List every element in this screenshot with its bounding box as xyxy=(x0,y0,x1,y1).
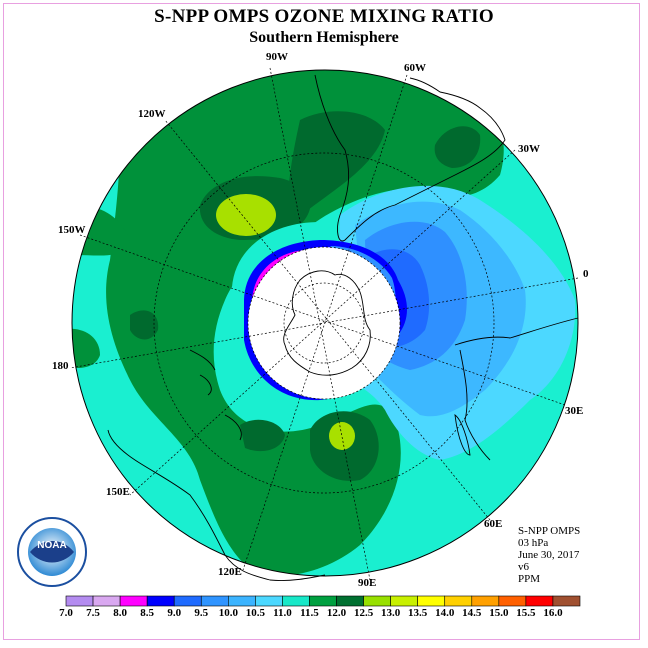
ozone-region-darkgreen-3 xyxy=(434,126,481,168)
lon-label-0: 0 xyxy=(583,268,589,280)
colorbar-swatch xyxy=(336,595,364,607)
lon-label-150w: 150W xyxy=(58,224,86,236)
noaa-logo: NOAA xyxy=(17,517,87,587)
colorbar-swatch xyxy=(228,595,256,607)
meridian-30e-150w xyxy=(79,234,566,406)
lon-label-150e: 150E xyxy=(106,486,130,498)
info-date: June 30, 2017 xyxy=(518,549,580,561)
coast-south-america xyxy=(314,74,506,242)
info-units: PPM xyxy=(518,573,541,585)
ozone-region-darkgreen-6 xyxy=(130,310,159,340)
colorbar-swatch xyxy=(525,595,554,607)
colorbar-tick-label: 10.0 xyxy=(218,607,238,619)
info-product: S-NPP OMPS xyxy=(518,525,581,537)
product-info: S-NPP OMPS 03 hPa June 30, 2017 v6 PPM xyxy=(518,525,580,585)
colorbar-swatch xyxy=(282,595,310,607)
colorbar-tick-label: 13.5 xyxy=(408,607,428,619)
colorbar-tick-label: 15.0 xyxy=(489,607,509,619)
colorbar-tick-label: 14.5 xyxy=(462,607,482,619)
lon-label-180: 180 xyxy=(52,360,69,372)
lon-label-60w: 60W xyxy=(404,62,426,74)
colorbar-tick-label: 16.0 xyxy=(543,607,563,619)
colorbar-swatch xyxy=(119,595,148,607)
colorbar-tick-label: 8.0 xyxy=(113,607,127,619)
ozone-region-lime-1 xyxy=(216,194,276,236)
colorbar-swatch xyxy=(471,595,500,607)
meridian-90w-90e xyxy=(269,67,371,581)
chart-title: S-NPP OMPS OZONE MIXING RATIO xyxy=(154,6,494,27)
ozone-region-lime-2 xyxy=(329,422,355,450)
colorbar-swatch xyxy=(65,595,94,607)
meridian-0-180 xyxy=(69,277,579,369)
lon-label-60e: 60E xyxy=(484,518,503,530)
colorbar-swatch xyxy=(173,595,202,607)
colorbar-swatch xyxy=(390,595,418,607)
coast-nz xyxy=(189,349,216,396)
ozone-region-green-left2 xyxy=(72,328,100,368)
meridian-60e-120w xyxy=(164,119,491,521)
info-level: 03 hPa xyxy=(518,537,549,549)
colorbar-tick-label: 12.5 xyxy=(353,607,374,619)
colorbar-tick-label: 8.5 xyxy=(140,607,155,619)
colorbar-swatch xyxy=(363,595,391,607)
ozone-region-blue-inner xyxy=(330,246,396,325)
colorbar-swatch xyxy=(309,595,337,607)
colorbar-tick-label: 11.5 xyxy=(300,607,319,619)
colorbar-swatch xyxy=(417,595,446,607)
colorbar-tick-label: 14.0 xyxy=(435,607,455,619)
lon-label-120e: 120E xyxy=(218,566,242,578)
lat-circle-30 xyxy=(153,152,495,494)
colorbar xyxy=(65,595,581,607)
ozone-region-green-top xyxy=(106,70,504,576)
colorbar-tick-label: 7.0 xyxy=(59,607,73,619)
lat-circle-75 xyxy=(283,282,365,364)
colorbar-tick-label: 12.0 xyxy=(326,607,347,619)
colorbar-tick-label: 15.5 xyxy=(516,607,536,619)
colorbar-swatch xyxy=(255,595,283,607)
coast-africa xyxy=(454,317,579,461)
colorbar-swatch xyxy=(498,595,527,607)
chart-subtitle: Southern Hemisphere xyxy=(249,29,399,46)
colorbar-tick-label: 9.0 xyxy=(167,607,182,619)
coast-antarctica xyxy=(283,270,371,376)
colorbar-swatch xyxy=(92,595,121,607)
info-version: v6 xyxy=(518,561,529,573)
lon-label-90e: 90E xyxy=(358,577,377,589)
ozone-region-darkgreen-2 xyxy=(288,111,385,225)
graticule xyxy=(69,67,579,581)
ozone-region-darkgreen-5 xyxy=(240,419,285,452)
colorbar-tick-label: 13.0 xyxy=(381,607,401,619)
colorbar-tick-label: 7.5 xyxy=(86,607,100,619)
lon-label-30e: 30E xyxy=(565,405,584,417)
lon-label-90w: 90W xyxy=(266,51,288,63)
colorbar-labels: 7.0 7.5 8.0 8.5 9.0 9.5 10.0 10.5 11.0 11.5 12.0 12… xyxy=(0,607,648,621)
noaa-logo-text: NOAA xyxy=(37,540,66,551)
lon-label-30w: 30W xyxy=(518,143,540,155)
colorbar-swatch xyxy=(552,595,581,607)
lon-label-120w: 120W xyxy=(138,108,166,120)
colorbar-tick-label: 9.5 xyxy=(194,607,209,619)
colorbar-tick-label: 10.5 xyxy=(245,607,265,619)
plot-frame xyxy=(3,3,640,640)
coast-madagascar xyxy=(454,414,471,456)
lat-circle-60 xyxy=(247,246,401,400)
colorbar-tick-label: 11.0 xyxy=(273,607,292,619)
globe-outline xyxy=(71,69,579,577)
colorbar-swatch xyxy=(444,595,473,607)
colorbar-swatch xyxy=(200,595,229,607)
colorbar-swatch xyxy=(146,595,175,607)
